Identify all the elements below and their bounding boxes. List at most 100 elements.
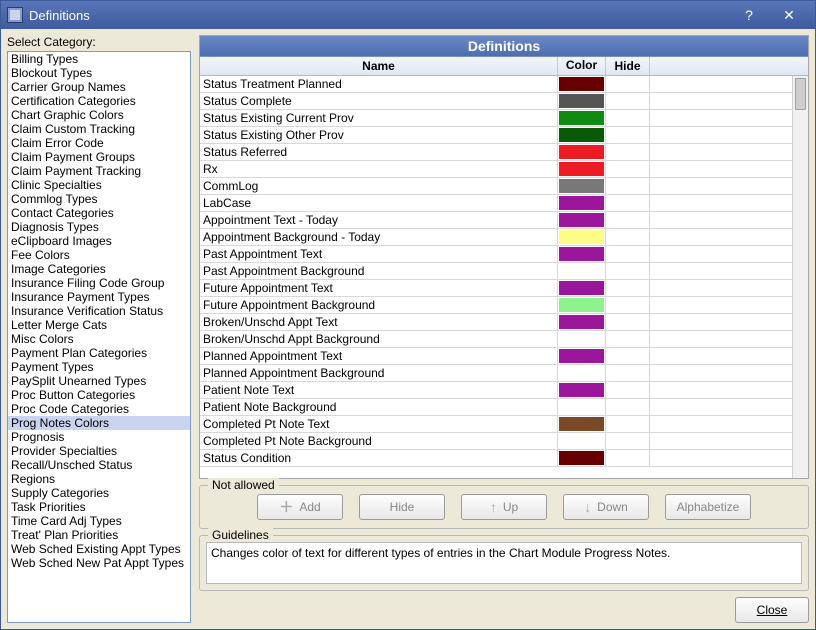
table-row[interactable]: Broken/Unschd Appt Background: [200, 331, 792, 348]
col-header-hide[interactable]: Hide: [606, 57, 650, 75]
category-item[interactable]: Certification Categories: [8, 94, 190, 108]
table-row[interactable]: Rx: [200, 161, 792, 178]
add-button[interactable]: ＋Add: [257, 494, 343, 520]
table-row[interactable]: Status Existing Other Prov: [200, 127, 792, 144]
category-item[interactable]: Proc Code Categories: [8, 402, 190, 416]
color-swatch: [559, 298, 604, 312]
up-button[interactable]: ↑Up: [461, 494, 547, 520]
hide-button[interactable]: Hide: [359, 494, 445, 520]
category-item[interactable]: Image Categories: [8, 262, 190, 276]
row-color-cell[interactable]: [558, 110, 606, 126]
table-row[interactable]: Status Referred: [200, 144, 792, 161]
row-color-cell[interactable]: [558, 314, 606, 330]
row-color-cell[interactable]: [558, 161, 606, 177]
category-item[interactable]: Provider Specialties: [8, 444, 190, 458]
category-item[interactable]: Prognosis: [8, 430, 190, 444]
category-item[interactable]: Payment Types: [8, 360, 190, 374]
row-color-cell[interactable]: [558, 263, 606, 279]
category-item[interactable]: Claim Custom Tracking: [8, 122, 190, 136]
category-item[interactable]: Insurance Verification Status: [8, 304, 190, 318]
category-item[interactable]: Regions: [8, 472, 190, 486]
table-row[interactable]: LabCase: [200, 195, 792, 212]
category-item[interactable]: Fee Colors: [8, 248, 190, 262]
row-color-cell[interactable]: [558, 399, 606, 415]
category-item[interactable]: Contact Categories: [8, 206, 190, 220]
table-row[interactable]: Appointment Text - Today: [200, 212, 792, 229]
category-item[interactable]: Chart Graphic Colors: [8, 108, 190, 122]
table-row[interactable]: Planned Appointment Text: [200, 348, 792, 365]
table-row[interactable]: Completed Pt Note Background: [200, 433, 792, 450]
table-row[interactable]: Status Existing Current Prov: [200, 110, 792, 127]
row-color-cell[interactable]: [558, 348, 606, 364]
table-row[interactable]: Past Appointment Background: [200, 263, 792, 280]
table-row[interactable]: Past Appointment Text: [200, 246, 792, 263]
table-row[interactable]: CommLog: [200, 178, 792, 195]
table-row[interactable]: Status Condition: [200, 450, 792, 467]
table-row[interactable]: Status Complete: [200, 93, 792, 110]
row-color-cell[interactable]: [558, 365, 606, 381]
alphabetize-button[interactable]: Alphabetize: [665, 494, 751, 520]
table-row[interactable]: Planned Appointment Background: [200, 365, 792, 382]
row-color-cell[interactable]: [558, 144, 606, 160]
row-hide-cell: [606, 178, 650, 194]
col-header-color[interactable]: Color: [558, 57, 606, 75]
grid-scrollbar[interactable]: [792, 76, 808, 478]
table-row[interactable]: Patient Note Text: [200, 382, 792, 399]
col-header-name[interactable]: Name: [200, 57, 558, 75]
row-color-cell[interactable]: [558, 229, 606, 245]
down-button[interactable]: ↓Down: [563, 494, 649, 520]
category-item[interactable]: Letter Merge Cats: [8, 318, 190, 332]
row-color-cell[interactable]: [558, 433, 606, 449]
category-item[interactable]: Commlog Types: [8, 192, 190, 206]
row-color-cell[interactable]: [558, 178, 606, 194]
row-color-cell[interactable]: [558, 450, 606, 466]
category-item[interactable]: Claim Error Code: [8, 136, 190, 150]
category-item[interactable]: Recall/Unsched Status: [8, 458, 190, 472]
category-item[interactable]: Insurance Filing Code Group: [8, 276, 190, 290]
row-color-cell[interactable]: [558, 76, 606, 92]
color-swatch: [559, 162, 604, 176]
table-row[interactable]: Status Treatment Planned: [200, 76, 792, 93]
category-item[interactable]: Web Sched Existing Appt Types: [8, 542, 190, 556]
table-row[interactable]: Future Appointment Background: [200, 297, 792, 314]
row-color-cell[interactable]: [558, 212, 606, 228]
category-item[interactable]: Claim Payment Tracking: [8, 164, 190, 178]
help-button[interactable]: ?: [729, 4, 769, 26]
table-row[interactable]: Future Appointment Text: [200, 280, 792, 297]
table-row[interactable]: Broken/Unschd Appt Text: [200, 314, 792, 331]
category-item[interactable]: eClipboard Images: [8, 234, 190, 248]
category-item[interactable]: Clinic Specialties: [8, 178, 190, 192]
category-item[interactable]: Diagnosis Types: [8, 220, 190, 234]
category-item[interactable]: Billing Types: [8, 52, 190, 66]
close-button[interactable]: Close: [735, 597, 809, 623]
row-color-cell[interactable]: [558, 280, 606, 296]
table-row[interactable]: Completed Pt Note Text: [200, 416, 792, 433]
category-item[interactable]: Prog Notes Colors: [8, 416, 190, 430]
table-row[interactable]: Patient Note Background: [200, 399, 792, 416]
category-item[interactable]: Blockout Types: [8, 66, 190, 80]
category-item[interactable]: Carrier Group Names: [8, 80, 190, 94]
table-row[interactable]: Appointment Background - Today: [200, 229, 792, 246]
category-item[interactable]: Treat' Plan Priorities: [8, 528, 190, 542]
row-color-cell[interactable]: [558, 297, 606, 313]
category-item[interactable]: Claim Payment Groups: [8, 150, 190, 164]
window-close-button[interactable]: ✕: [769, 4, 809, 26]
row-color-cell[interactable]: [558, 416, 606, 432]
category-item[interactable]: Time Card Adj Types: [8, 514, 190, 528]
row-color-cell[interactable]: [558, 382, 606, 398]
row-color-cell[interactable]: [558, 331, 606, 347]
category-item[interactable]: Proc Button Categories: [8, 388, 190, 402]
category-item[interactable]: Insurance Payment Types: [8, 290, 190, 304]
category-listbox[interactable]: Billing TypesBlockout TypesCarrier Group…: [7, 51, 191, 623]
row-color-cell[interactable]: [558, 246, 606, 262]
category-item[interactable]: Web Sched New Pat Appt Types: [8, 556, 190, 570]
row-color-cell[interactable]: [558, 195, 606, 211]
category-item[interactable]: Payment Plan Categories: [8, 346, 190, 360]
down-arrow-icon: ↓: [584, 499, 591, 515]
row-color-cell[interactable]: [558, 93, 606, 109]
category-item[interactable]: PaySplit Unearned Types: [8, 374, 190, 388]
row-color-cell[interactable]: [558, 127, 606, 143]
category-item[interactable]: Task Priorities: [8, 500, 190, 514]
category-item[interactable]: Misc Colors: [8, 332, 190, 346]
category-item[interactable]: Supply Categories: [8, 486, 190, 500]
